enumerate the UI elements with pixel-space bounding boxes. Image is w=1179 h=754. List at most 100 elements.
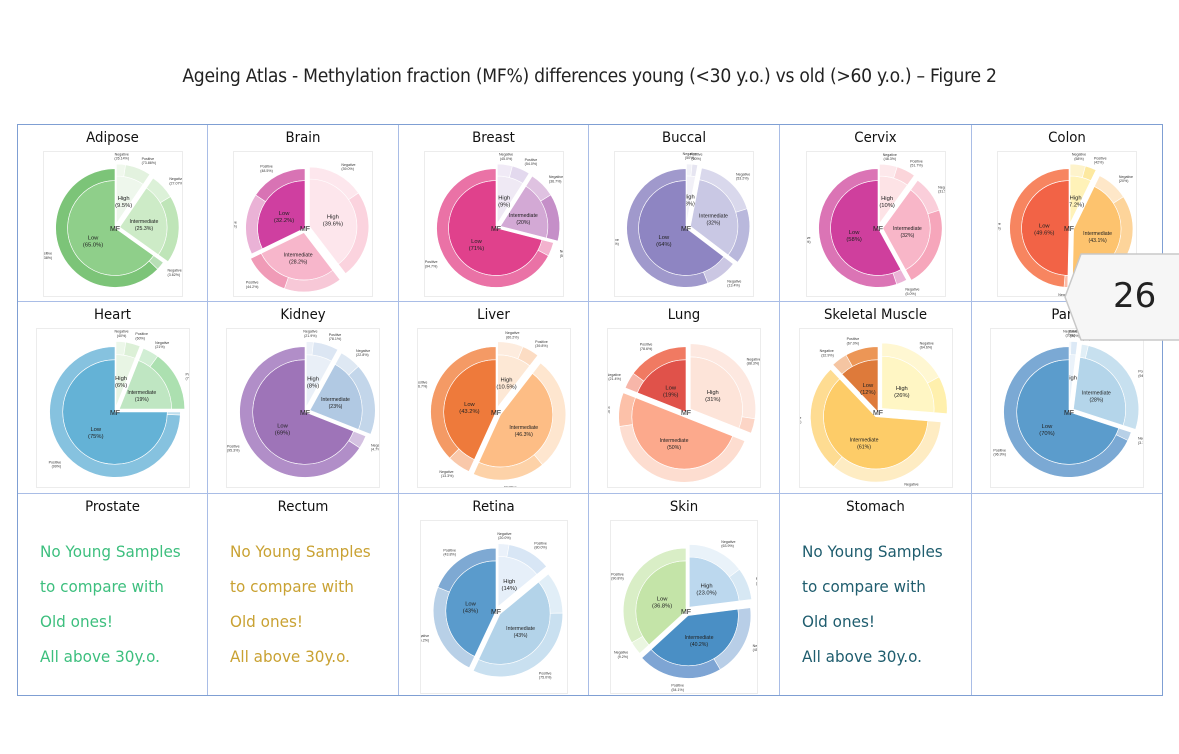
outer-label: Positive (80.0%): [534, 541, 547, 549]
tissue-cell-rectum: Rectum No Young Samples to compare with Old…: [208, 494, 399, 695]
nested-pie-chart-colon: Negative (58%) Positive (42%)High (7.2%)Nega…: [998, 153, 1134, 296]
center-label: MF: [681, 609, 691, 616]
inner-label-high: High (6%): [114, 376, 126, 389]
outer-label: Negative (63.9%): [721, 540, 735, 548]
message-line: All above 30y.o.: [230, 647, 350, 666]
tissue-cell-buccal: Buccal Negative (50%) Positive (50%) High (3%)…: [589, 125, 780, 302]
pie-group-low: Negative(13.4%) Positive(86.6%) Low(64%): [615, 168, 741, 288]
inner-label-low: Low (70%): [1039, 424, 1055, 437]
center-label: MF: [109, 226, 119, 233]
pie-plot-frame: Negative(64.6%)Positive(35.4%)High(26%)N…: [798, 328, 953, 488]
pie-group-intermediate: Negative(45.9%) Positive(54.1%) Intermedia…: [641, 607, 757, 692]
inner-label-high: High (9%): [498, 196, 510, 209]
pie-group-high: Negative (40%) Positive (60%) High (6%): [114, 330, 147, 407]
tissue-title: Cervix: [854, 130, 897, 146]
outer-slice-low-positive: [622, 547, 687, 644]
pie-group-intermediate: Negative(36.7%)Positive(66.3%)Intermedia…: [499, 175, 563, 242]
outer-label: Negative (50%): [683, 152, 697, 160]
tissue-title: Rectum: [277, 499, 329, 515]
tissue-title: Lung: [667, 307, 701, 323]
outer-slice-intermediate-positive: [641, 649, 721, 679]
nested-pie-chart-heart: Negative (40%) Positive (60%)High (6%)Negati…: [48, 330, 189, 478]
pie-group-intermediate: Negative(31.5%)Positive(68.5%)Intermedia…: [881, 179, 945, 281]
inner-label-high: High (39.6%): [323, 215, 343, 228]
inner-label-low: Low (71%): [468, 239, 484, 252]
pie-group-low: Negative(56.2%) Positive(43.8%) Low(43%): [421, 547, 496, 669]
outer-slice-low-positive: [239, 346, 361, 478]
outer-label: Negative(56.6%): [904, 482, 918, 487]
tissue-cell-adipose: Adipose Negative (26.14%) Positive (73.86%) H…: [18, 125, 208, 302]
outer-label: Negative (20%): [1119, 175, 1133, 183]
inner-label-high: High (14%): [501, 579, 517, 592]
outer-label: Negative (21.4%): [608, 373, 621, 381]
pie-group-high: Negative (20%)Positive (80%) High: [1063, 329, 1081, 407]
outer-label: Positive (96.9%): [993, 449, 1006, 457]
outer-label: Positive (73.86%): [141, 157, 156, 165]
inner-label-intermediate: Intermediate (50%): [660, 438, 689, 451]
outer-slice-high-positive: [311, 341, 339, 362]
inner-label-intermediate: Intermediate (32%): [699, 213, 728, 226]
page-number: 26: [1113, 276, 1157, 316]
inner-label-high: High (26%): [894, 386, 910, 399]
tissue-cell-cervix: Cervix Negative (48.3%) Positive (51.7%) High…: [780, 125, 972, 302]
inner-label-intermediate: Intermediate (46.3%): [509, 425, 538, 438]
tissue-grid: Adipose Negative (26.14%) Positive (73.86%) H…: [17, 124, 1163, 696]
outer-slice-high-positive: [1070, 341, 1078, 356]
outer-slice-low-positive: [632, 346, 687, 382]
pie-group-low: Negative (21.4%) Positive (78.6%) Low (19%): [608, 343, 687, 413]
pie-group-intermediate: Negative(56.6%) Positive(43.4%) Intermedia…: [800, 368, 941, 487]
tissue-title: Breast: [472, 130, 515, 146]
outer-label: Positive(94.0%): [1138, 370, 1143, 378]
center-label: MF: [872, 226, 882, 233]
nested-pie-chart-skeletal-muscle: Negative(64.6%)Positive(35.4%)High(26%)N…: [800, 337, 947, 487]
center-label: MF: [681, 410, 691, 417]
inner-label-low: Low (36.8%): [652, 596, 672, 609]
pie-group-intermediate: Negative(53.2%)Positive(46.8%)Intermedia…: [690, 167, 750, 263]
outer-slice-high-positive: [337, 192, 370, 275]
nested-pie-chart-brain: Negative(39.0%)Positive(61.0%)High(39.6%…: [234, 163, 370, 293]
pie-group-high: Negative (50%)Positive (50%) High (3%): [683, 152, 702, 224]
pie-group-intermediate: Negative(83.3%)Positive(16.7%)Intermedia…: [608, 392, 746, 483]
no-young-samples-message: No Young Samples to compare with Old ones!…: [40, 534, 181, 674]
outer-slice-high-positive: [738, 416, 756, 434]
pie-group-intermediate: Negative(27.07%)Positive(72.93%)Intermed…: [118, 177, 182, 263]
pie-plot-frame: Negative(88.3%)Positive(11.7%)High(31%)N…: [607, 328, 761, 488]
inner-label-low: Low (43%): [462, 601, 478, 614]
pie-group-intermediate: Negative(55.8%)Positive(44.2%)Intermedia…: [246, 232, 341, 293]
outer-slice-low-positive: [626, 168, 709, 288]
pie-group-intermediate: Negative(21%) Positive(79%) Intermediate(1…: [118, 341, 189, 410]
outer-label: Positive (42%): [1094, 156, 1107, 164]
tissue-title: Retina: [472, 499, 515, 515]
pie-group-high: Negative (45.0%) Positive (54.0%) High (9%): [496, 153, 537, 225]
inner-label-low: Low (69%): [275, 423, 291, 436]
outer-label: Negative(56.2%): [421, 634, 429, 642]
pie-group-low: Negative(5.0%) Positive(95.0%) Low(58%): [807, 168, 919, 296]
outer-label: Positive (75.0%): [538, 671, 551, 679]
outer-label: Negative (13.3%): [439, 470, 453, 478]
tissue-cell-brain: Brain Negative(39.0%)Positive(61.0%)High(…: [208, 125, 399, 302]
pie-group-high: Negative(63.9%) Positive(36.1%) High(23.0%…: [689, 540, 757, 608]
outer-label: Negative (21%): [155, 341, 169, 349]
outer-slice-intermediate-positive: [348, 365, 376, 435]
pie-group-high: Negative (60.2%) Positive (39.8%) High (10.5%…: [496, 331, 547, 408]
outer-label: Positive (95.3%): [227, 444, 240, 452]
pie-group-high: Negative(88.3%)Positive(11.7%)High(31%): [690, 343, 760, 434]
center-label: MF: [109, 410, 119, 417]
pie-group-low: Negative(2%)Positive(98%)Low(49.6%): [998, 168, 1072, 296]
inner-label-high: High (23.0%): [696, 584, 716, 597]
outer-label: Positive(36.1%): [756, 577, 757, 585]
tissue-title: Adipose: [86, 130, 139, 146]
tissue-cell-pancreas: PancNegative(20%)Positive(80%)HighNegati…: [972, 302, 1162, 494]
outer-slice-high-positive: [506, 544, 547, 575]
outer-label: Positive (94.7%): [425, 260, 437, 268]
outer-label: Positive (54.1%): [671, 684, 684, 692]
outer-slice-low-positive: [435, 168, 549, 288]
inner-label-high: High (3%): [683, 195, 695, 208]
outer-label: Positive(96.38%): [44, 252, 52, 260]
outer-slice-intermediate-positive: [250, 252, 289, 290]
nested-pie-chart-buccal: Negative (50%)Positive (50%)High (3%)Negati…: [615, 152, 750, 288]
outer-label: Negative (40%): [114, 330, 128, 338]
tissue-title: Heart: [93, 307, 132, 323]
outer-label: Negative(31.5%): [938, 185, 945, 193]
outer-label: Negative (5.0%): [905, 288, 919, 296]
